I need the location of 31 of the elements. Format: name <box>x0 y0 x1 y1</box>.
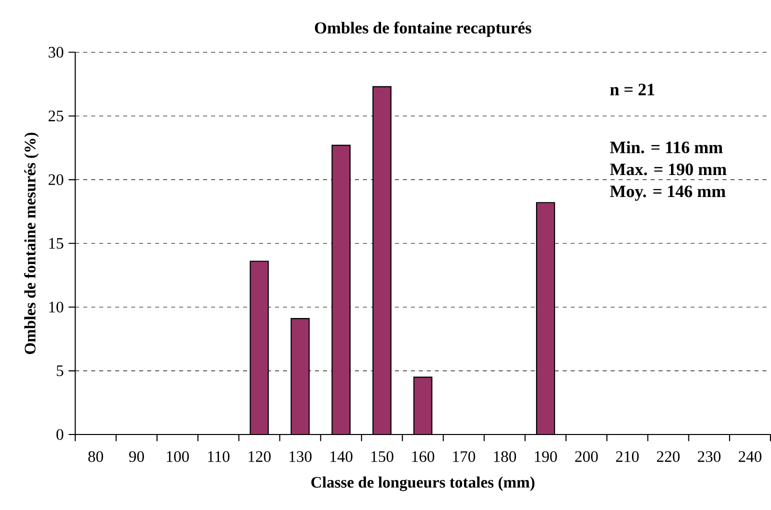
x-tick-label: 180 <box>494 450 516 462</box>
x-tick-label: 240 <box>738 450 762 462</box>
y-tick-label: 25 <box>48 110 64 122</box>
x-tick-label: 190 <box>534 450 557 462</box>
y-tick-label: 10 <box>49 302 64 312</box>
y-tick-label: 0 <box>56 428 64 440</box>
y-tick-label: 20 <box>48 174 64 185</box>
x-tick-label: 160 <box>412 450 434 462</box>
x-tick-label: 100 <box>166 450 189 462</box>
x-tick-label: 220 <box>656 450 680 462</box>
x-tick-label: 170 <box>453 450 476 462</box>
x-tick-label: 80 <box>88 450 104 462</box>
y-tick-label: 15 <box>49 238 64 249</box>
annotation: n = 21 <box>610 84 654 95</box>
y-axis-title: Ombles de fontaine mesurés (%) <box>24 132 39 354</box>
chart-title: Ombles de fontaine recapturés <box>314 21 532 37</box>
x-tick-label: 210 <box>616 450 639 462</box>
x-axis-title: Classe de longueurs totales (mm) <box>311 476 534 491</box>
x-tick-label: 200 <box>575 450 598 462</box>
x-tick-label: 110 <box>208 450 230 462</box>
y-tick-label: 30 <box>48 46 64 58</box>
annotation: Moy. = 146 mm <box>610 185 726 201</box>
x-tick-label: 140 <box>330 450 352 462</box>
x-tick-label: 230 <box>698 450 720 462</box>
x-tick-label: 90 <box>129 450 144 462</box>
x-tick-label: 130 <box>290 450 312 462</box>
y-tick-label: 5 <box>56 365 64 376</box>
annotation: Max. = 190 mm <box>610 163 726 176</box>
x-tick-label: 120 <box>248 450 271 462</box>
annotation: Min. = 116 mm <box>610 140 723 154</box>
x-tick-label: 150 <box>371 450 394 462</box>
